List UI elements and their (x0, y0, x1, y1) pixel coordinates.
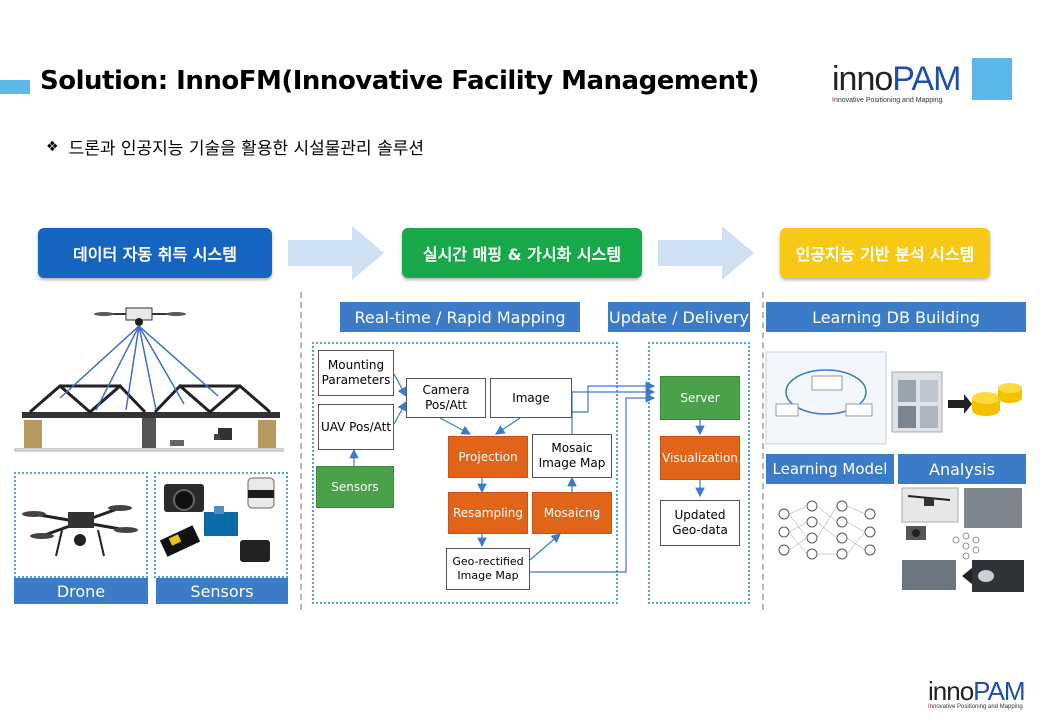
stage-arrow-2 (658, 226, 754, 280)
label-sensors: Sensors (156, 578, 288, 604)
learning-db-image (765, 351, 1022, 445)
stage-data-acquisition: 데이터 자동 취득 시스템 (38, 228, 272, 278)
label-update-delivery: Update / Delivery (608, 302, 750, 332)
slide-title: Solution: InnoFM(Innovative Facility Man… (40, 66, 759, 96)
drone-above-bridge-icon (59, 307, 219, 411)
drone-frame (14, 472, 148, 578)
accent-bar (0, 80, 30, 94)
innopam-logo-bottom: innoPAM Innovative Positioning and Mappi… (928, 676, 1026, 710)
bridge-scene-image (14, 383, 284, 454)
sensors-photo (159, 477, 275, 562)
diamond-bullet-icon: ❖ (46, 138, 59, 155)
visualization-box: Visualization (660, 436, 740, 480)
projection-box: Projection (448, 436, 528, 478)
label-realtime-mapping: Real-time / Rapid Mapping (340, 302, 580, 332)
innopam-logo: innoPAM Innovative Positioning and Mappi… (832, 60, 961, 104)
sensors-frame (154, 472, 288, 578)
mosaicing-box: Mosaicng (532, 492, 612, 534)
geo-rectified-image-map-box: Geo-rectified Image Map (446, 548, 530, 590)
stage-arrow-1 (288, 226, 384, 280)
label-learning-db: Learning DB Building (766, 302, 1026, 332)
resampling-box: Resampling (448, 492, 528, 534)
label-analysis: Analysis (898, 454, 1026, 484)
mounting-parameters-box: Mounting Parameters (318, 350, 394, 396)
neural-network-image (778, 500, 876, 560)
image-box: Image (490, 378, 572, 418)
server-box: Server (660, 376, 740, 420)
mosaic-image-map-box: Mosaic Image Map (532, 434, 612, 478)
uav-pos-att-box: UAV Pos/Att (318, 404, 394, 450)
separator-left (300, 292, 302, 610)
analysis-image (901, 487, 1024, 592)
updated-geo-data-box: Updated Geo-data (660, 500, 740, 546)
drone-photo (22, 505, 138, 557)
stage-realtime-mapping: 실시간 매핑 & 가시화 시스템 (402, 228, 642, 278)
camera-pos-att-box: Camera Pos/Att (406, 378, 486, 418)
separator-right (762, 292, 764, 610)
subtitle-text: 드론과 인공지능 기술을 활용한 시설물관리 솔루션 (68, 139, 425, 159)
corner-square (972, 58, 1012, 100)
stage-ai-analysis: 인공지능 기반 분석 시스템 (780, 228, 990, 278)
sensors-box: Sensors (316, 466, 394, 508)
label-learning-model: Learning Model (766, 454, 894, 484)
label-drone: Drone (14, 578, 148, 604)
subtitle: ❖ 드론과 인공지능 기술을 활용한 시설물관리 솔루션 (46, 134, 425, 160)
